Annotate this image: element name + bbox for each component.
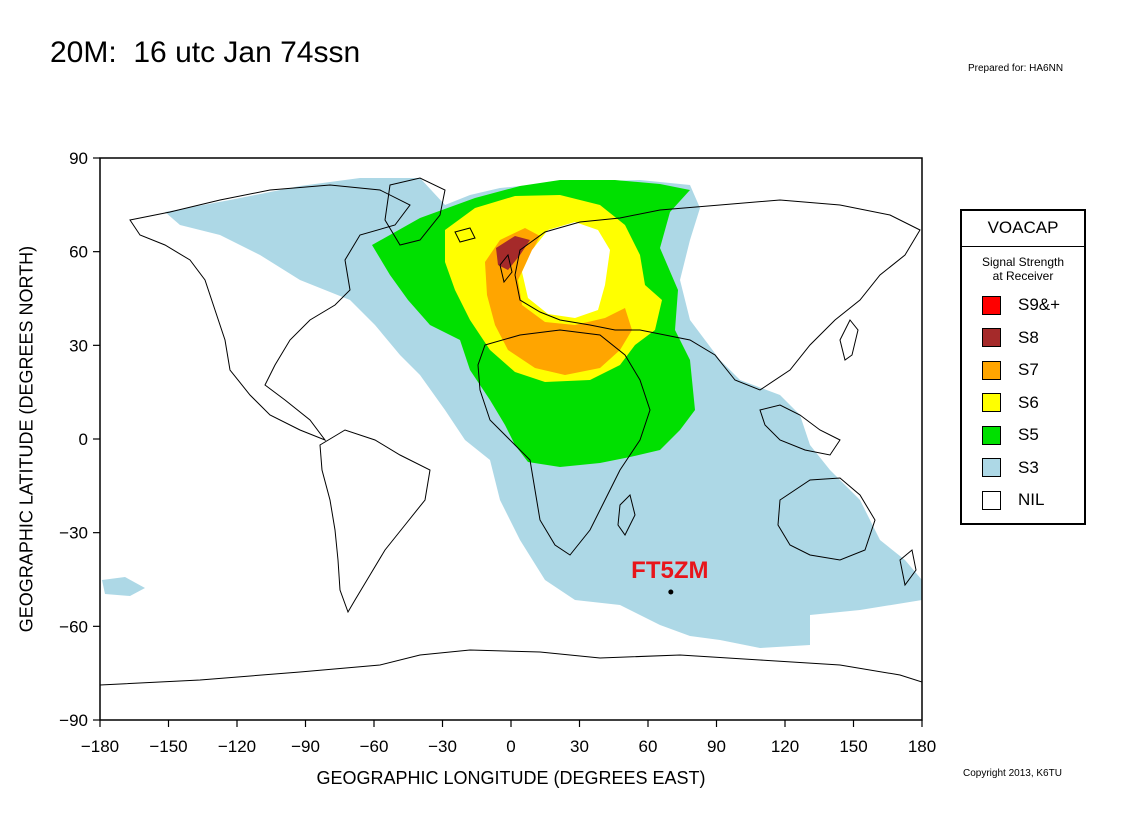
legend-item: S6 [962, 387, 1084, 420]
legend-swatch [982, 393, 1001, 413]
x-tick-label: 150 [839, 737, 867, 756]
y-axis-label: GEOGRAPHIC LATITUDE (DEGREES NORTH) [16, 245, 37, 633]
x-axis: −180 −150 −120 −90 −60 −30 0 30 60 90 120 150 180 [81, 720, 936, 756]
legend-swatch [982, 425, 1001, 445]
legend-label: S3 [1018, 457, 1039, 477]
x-tick-label: −60 [360, 737, 389, 756]
legend-label: NIL [1018, 490, 1045, 510]
legend-swatch [982, 490, 1001, 510]
y-tick-label: 30 [69, 336, 88, 355]
map-title: 20M: 16 utc Jan 74ssn [50, 36, 361, 69]
y-tick-label: −30 [59, 524, 88, 543]
y-tick-label: −60 [59, 617, 88, 636]
x-tick-label: −150 [149, 737, 187, 756]
legend-label: S8 [1018, 327, 1039, 347]
legend-subtitle-line1: Signal Strength [981, 255, 1065, 269]
legend-item: S3 [962, 452, 1084, 485]
y-tick-label: 90 [69, 149, 88, 168]
x-tick-label: −30 [428, 737, 457, 756]
legend-item: S5 [962, 419, 1084, 452]
legend-subtitle-line2: at Receiver [992, 269, 1054, 283]
legend-swatch [982, 458, 1001, 478]
x-tick-label: 60 [639, 737, 658, 756]
legend-swatch [982, 360, 1001, 380]
legend-label: S6 [1018, 392, 1039, 412]
legend-title: VOACAP [962, 211, 1084, 247]
station-marker [668, 589, 674, 595]
legend-subtitle: Signal Strength at Receiver [962, 255, 1084, 283]
legend-items: S9&+ S8 S7 S6 S5 S3 NIL [962, 289, 1084, 517]
y-axis: 90 60 30 0 −30 −60 −90 [59, 149, 100, 730]
continent-outlines [100, 177, 922, 686]
x-tick-label: −180 [81, 737, 119, 756]
x-tick-label: 30 [570, 737, 589, 756]
legend: VOACAP Signal Strength at Receiver S9&+ S… [960, 209, 1086, 525]
legend-label: S7 [1018, 360, 1039, 380]
x-tick-label: −90 [291, 737, 320, 756]
legend-swatch [982, 295, 1001, 315]
legend-label: S5 [1018, 425, 1039, 445]
s7-coverage-zone [485, 228, 632, 375]
y-tick-label: 60 [69, 243, 88, 262]
copyright-label: Copyright 2013, K6TU [963, 768, 1062, 779]
legend-label: S9&+ [1018, 295, 1061, 315]
legend-item: S9&+ [962, 289, 1084, 322]
x-tick-label: 180 [908, 737, 936, 756]
skip-zone [522, 222, 648, 318]
y-tick-label: −90 [59, 711, 88, 730]
y-tick-label: 0 [79, 430, 88, 449]
x-tick-label: 0 [506, 737, 515, 756]
legend-item: S7 [962, 354, 1084, 387]
x-tick-label: 90 [707, 737, 726, 756]
s8-coverage-zone [496, 236, 530, 270]
x-tick-label: −120 [218, 737, 256, 756]
prepared-for-label: Prepared for: HA6NN [968, 63, 1064, 74]
x-axis-label: GEOGRAPHIC LONGITUDE (DEGREES EAST) [316, 768, 706, 788]
x-tick-label: 120 [771, 737, 799, 756]
station-callsign-label: FT5ZM [631, 557, 708, 584]
legend-item: S8 [962, 322, 1084, 355]
legend-swatch [982, 328, 1001, 348]
legend-item: NIL [962, 484, 1084, 517]
